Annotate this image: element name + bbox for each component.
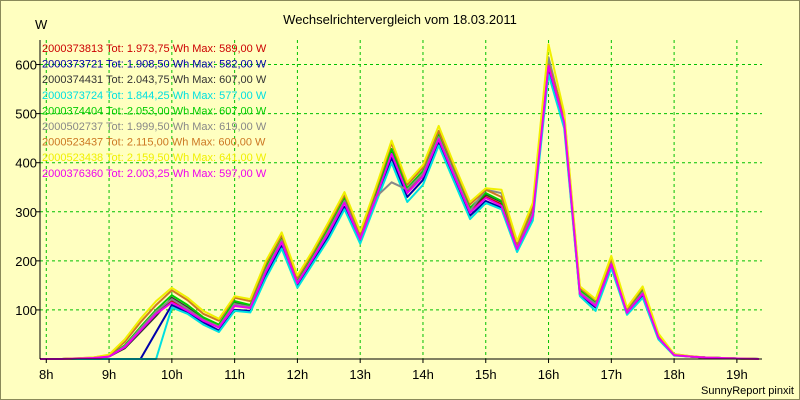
x-tick-label-16h: 16h: [538, 367, 560, 382]
legend-entry-2000373724: 2000373724 Tot: 1.844,25 Wh Max: 577,00 …: [42, 90, 267, 102]
legend-entry-2000523438: 2000523438 Tot: 2.159,50 Wh Max: 641,00 …: [42, 152, 267, 164]
x-tick-label-13h: 13h: [349, 367, 371, 382]
x-tick-label-19h: 19h: [726, 367, 748, 382]
y-tick-label-400: 400: [15, 156, 37, 171]
y-tick-label-200: 200: [15, 254, 37, 269]
series-line-2000374404: [40, 61, 759, 360]
x-tick-label-17h: 17h: [600, 367, 622, 382]
x-tick-label-11h: 11h: [224, 367, 245, 382]
x-tick-label-12h: 12h: [287, 367, 309, 382]
y-tick-label-100: 100: [15, 303, 37, 318]
legend-entry-2000373721: 2000373721 Tot: 1.908,50 Wh Max: 582,00 …: [42, 59, 267, 71]
x-tick-label-8h: 8h: [39, 367, 53, 382]
legend-entry-2000376360: 2000376360 Tot: 2.003,25 Wh Max: 597,00 …: [42, 168, 267, 180]
series-line-2000523438: [40, 43, 759, 360]
x-tick-label-9h: 9h: [102, 367, 116, 382]
y-tick-label-500: 500: [15, 107, 37, 122]
legend-entry-2000502737: 2000502737 Tot: 1.999,50 Wh Max: 619,00 …: [42, 121, 267, 133]
x-tick-label-10h: 10h: [161, 367, 183, 382]
footer-credit: SunnyReport pinxit: [701, 385, 794, 397]
series-layer: [40, 43, 759, 360]
y-tick-label-600: 600: [15, 58, 37, 73]
legend-entry-2000374404: 2000374404 Tot: 2.053,00 Wh Max: 607,00 …: [42, 105, 267, 117]
legend-entry-2000523437: 2000523437 Tot: 2.115,00 Wh Max: 600,00 …: [42, 137, 266, 149]
x-tick-label-15h: 15h: [475, 367, 497, 382]
legend-entry-2000373813: 2000373813 Tot: 1.973,75 Wh Max: 589,00 …: [42, 43, 267, 55]
axes: [39, 40, 762, 360]
legend-entry-2000374431: 2000374431 Tot: 2.043,75 Wh Max: 607,00 …: [42, 74, 267, 86]
y-axis-label: W: [35, 17, 48, 32]
y-ticks: 100 200 300 400 500 600: [15, 58, 40, 318]
series-line-2000373724: [40, 73, 759, 360]
x-tick-label-18h: 18h: [663, 367, 685, 382]
y-tick-label-300: 300: [15, 205, 37, 220]
series-line-2000376360: [40, 65, 759, 360]
x-tick-label-14h: 14h: [412, 367, 434, 382]
x-ticks: 8h 9h 10h 11h 12h 13h 14h 15h 16h 17h 18h 19h: [39, 359, 748, 382]
legend: 2000373813 Tot: 1.973,75 Wh Max: 589,00 …: [42, 43, 267, 180]
chart-title: Wechselrichtervergleich vom 18.03.2011: [283, 12, 517, 27]
